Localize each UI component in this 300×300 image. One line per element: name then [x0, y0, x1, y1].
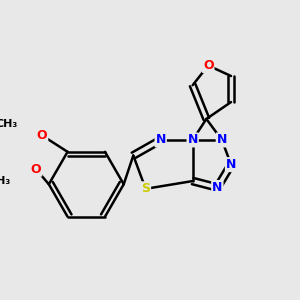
Text: S: S	[141, 182, 150, 195]
Text: O: O	[37, 129, 47, 142]
Text: O: O	[31, 163, 41, 176]
Text: N: N	[217, 134, 227, 146]
Text: CH₃: CH₃	[0, 118, 17, 128]
Text: N: N	[188, 134, 198, 146]
Text: N: N	[226, 158, 236, 171]
Text: N: N	[212, 181, 223, 194]
Text: O: O	[203, 59, 214, 72]
Text: CH₃: CH₃	[0, 176, 11, 186]
Text: N: N	[155, 134, 166, 146]
